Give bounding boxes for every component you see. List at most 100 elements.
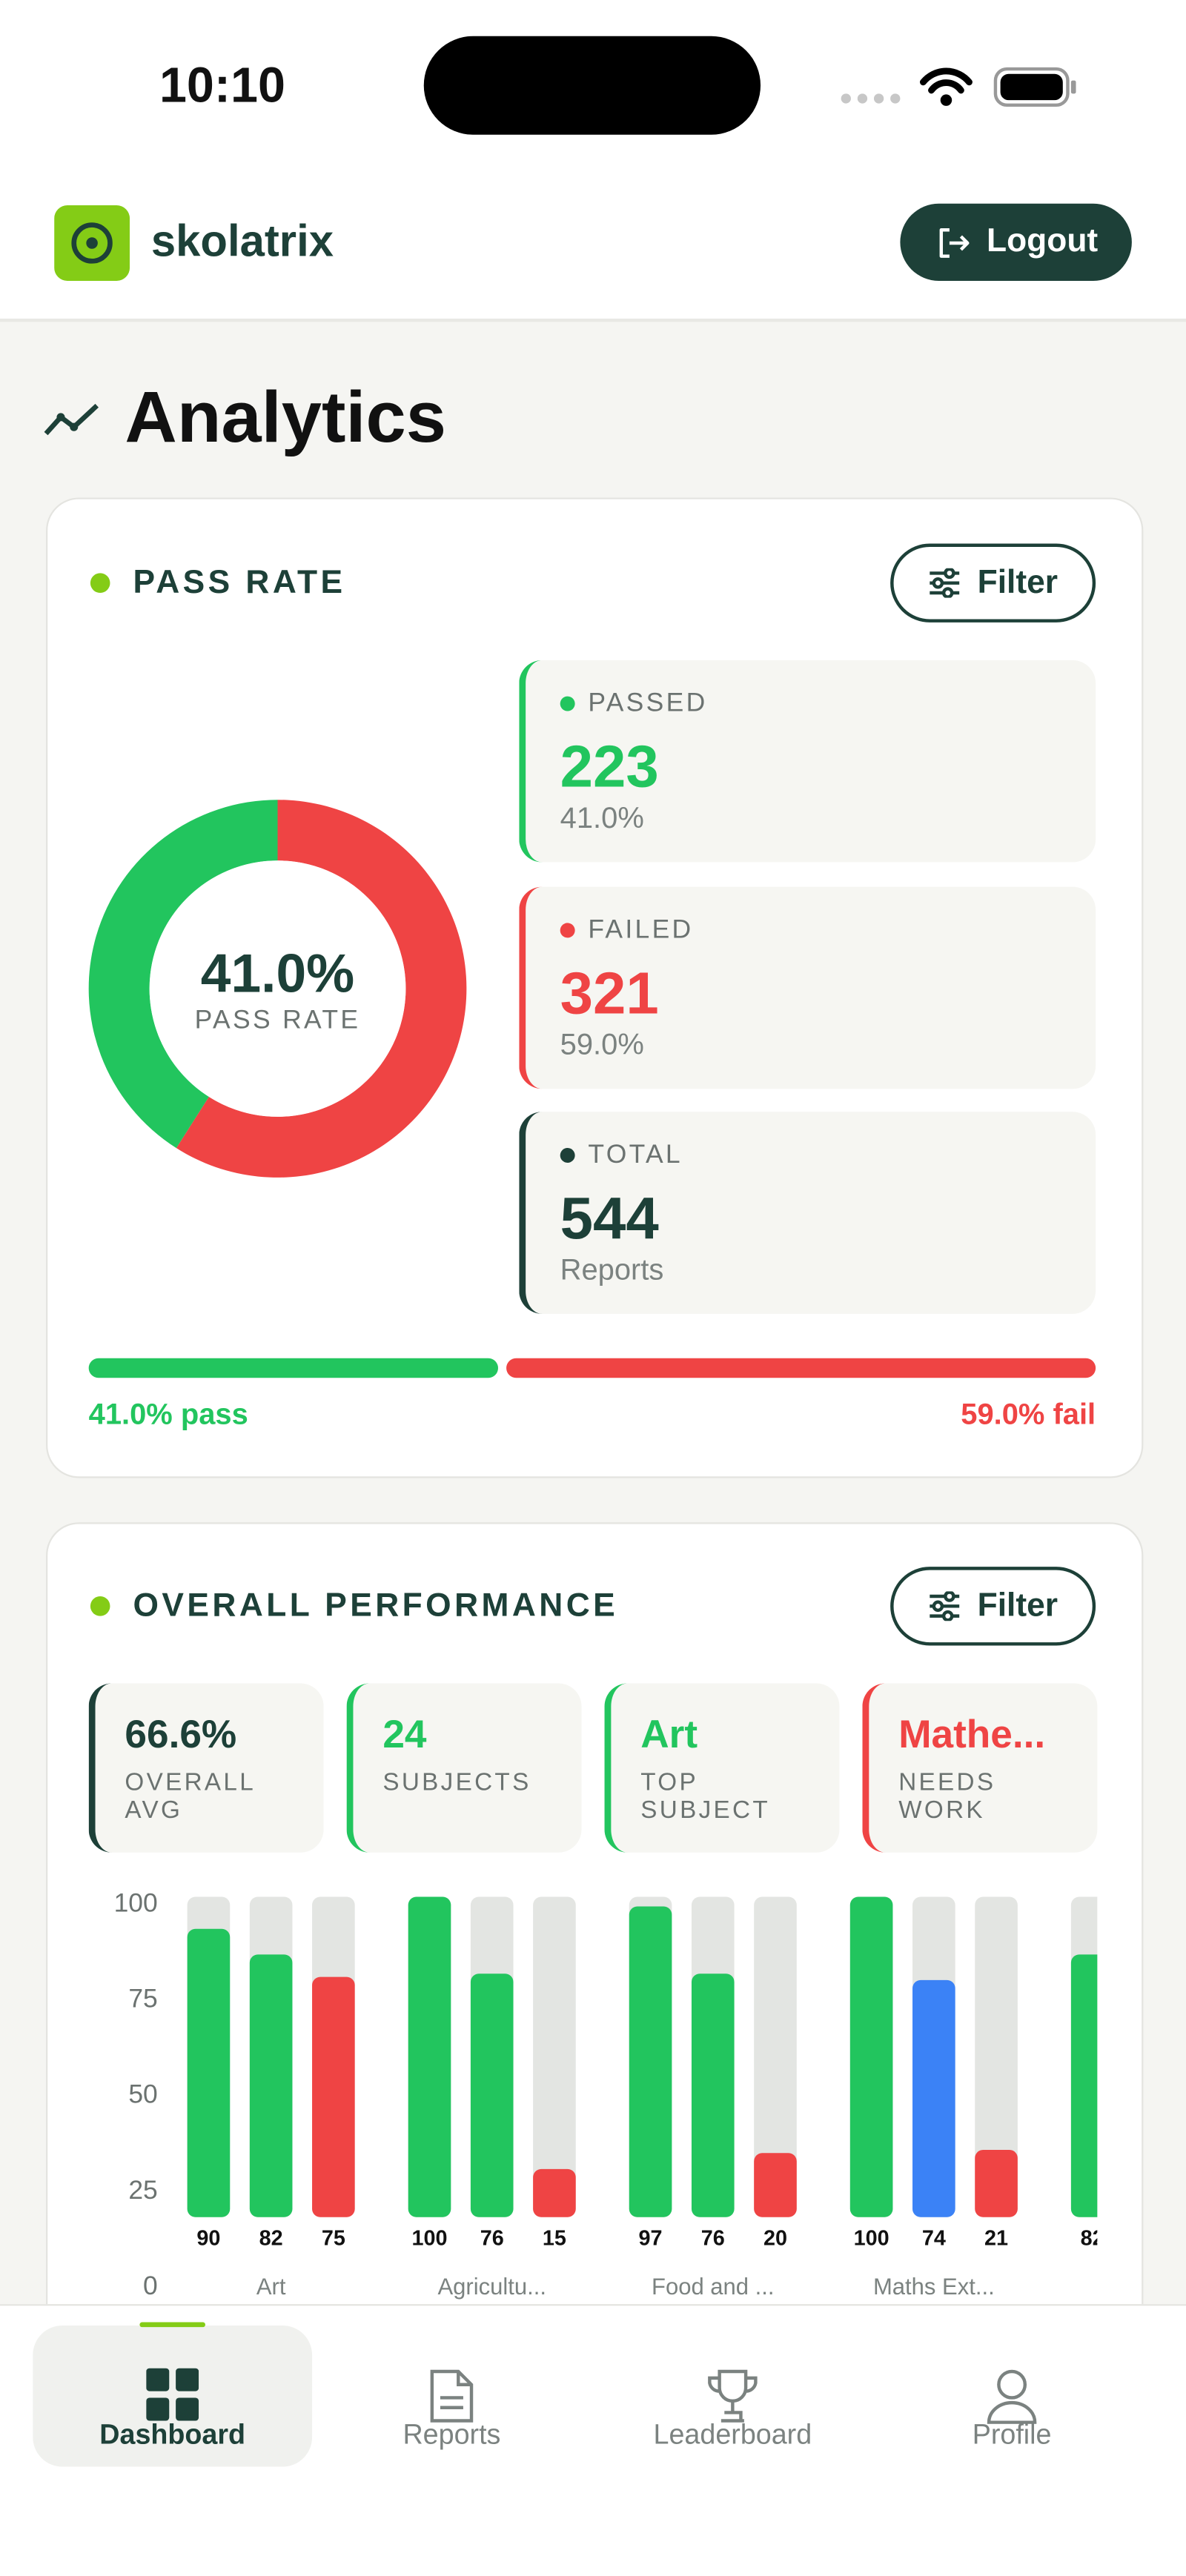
stat-box: FAILED 321 59.0% bbox=[519, 886, 1096, 1089]
bar-value-label: 74 bbox=[922, 2226, 946, 2250]
kpi-box: Mathe... NEEDS WORK bbox=[862, 1683, 1098, 1853]
filter-label: Filter bbox=[977, 1587, 1059, 1624]
bar bbox=[691, 1974, 735, 2217]
nav-label: Profile bbox=[972, 2419, 1052, 2451]
donut-segment bbox=[88, 800, 278, 1149]
kpi-value: Art bbox=[640, 1713, 698, 1758]
y-tick-label: 100 bbox=[114, 1888, 158, 1918]
bottom-nav: Dashboard Reports Leaderboard Profile bbox=[0, 2304, 1186, 2576]
bar bbox=[629, 1906, 672, 2217]
kpi-value: 24 bbox=[382, 1713, 427, 1758]
bar bbox=[408, 1896, 451, 2217]
stat-value: 544 bbox=[560, 1184, 659, 1252]
stat-label: PASSED bbox=[588, 689, 708, 718]
kpi-value: 66.6% bbox=[125, 1713, 237, 1758]
dashboard-icon bbox=[146, 2368, 199, 2421]
stat-value: 223 bbox=[560, 732, 659, 800]
bar-track bbox=[975, 1896, 1018, 2217]
y-tick-label: 25 bbox=[128, 2175, 157, 2205]
stat-box: TOTAL 544 Reports bbox=[519, 1112, 1096, 1314]
nav-label: Reports bbox=[402, 2419, 501, 2451]
stat-dot bbox=[560, 696, 575, 711]
logo bbox=[54, 205, 130, 281]
kpi-box: Art TOP SUBJECT bbox=[604, 1683, 840, 1853]
bar-value-label: 15 bbox=[543, 2226, 566, 2250]
x-category-label: Food and ... bbox=[652, 2274, 775, 2300]
status-icons bbox=[841, 67, 1076, 107]
kpi-label: OVERALL AVG bbox=[125, 1768, 255, 1825]
bar-value-label: 97 bbox=[639, 2226, 663, 2250]
nav-tab[interactable]: Leaderboard bbox=[593, 2326, 872, 2467]
fail-label: 59.0% fail bbox=[961, 1397, 1096, 1431]
logout-label: Logout bbox=[987, 223, 1099, 260]
nav-label: Dashboard bbox=[99, 2419, 246, 2451]
donut-hole bbox=[149, 860, 406, 1117]
stat-sub: Reports bbox=[560, 1252, 664, 1287]
bar-track bbox=[533, 1896, 576, 2217]
section-title: OVERALL PERFORMANCE bbox=[133, 1587, 619, 1624]
progress-pass bbox=[88, 1358, 498, 1378]
nav-tab[interactable]: Dashboard bbox=[33, 2322, 313, 2467]
bar bbox=[312, 1976, 355, 2217]
stat-label: TOTAL bbox=[588, 1141, 683, 1169]
bar-value-label: 75 bbox=[322, 2226, 345, 2250]
analytics-icon bbox=[44, 403, 99, 436]
bar bbox=[187, 1928, 231, 2217]
bar bbox=[533, 2168, 576, 2217]
bar-track bbox=[754, 1896, 797, 2217]
section-dot bbox=[90, 573, 110, 594]
bar-value-label: 21 bbox=[984, 2226, 1008, 2250]
nav-tab[interactable]: Reports bbox=[312, 2326, 592, 2467]
bar bbox=[912, 1979, 955, 2217]
filter-label: Filter bbox=[977, 564, 1059, 600]
pass-label: 41.0% pass bbox=[88, 1397, 248, 1431]
kpi-value: Mathe... bbox=[898, 1713, 1046, 1758]
bar-value-label: 100 bbox=[411, 2226, 447, 2250]
donut-center-label: PASS RATE bbox=[194, 1006, 361, 1035]
filter-icon bbox=[930, 1591, 960, 1621]
bar bbox=[975, 2149, 1018, 2217]
bar-value-label: 90 bbox=[196, 2226, 220, 2250]
bar-value-label: 76 bbox=[701, 2226, 725, 2250]
bar bbox=[470, 1974, 514, 2217]
x-category-label: Agricultu... bbox=[437, 2274, 546, 2300]
stat-value: 321 bbox=[560, 958, 659, 1026]
filter-button[interactable]: Filter bbox=[890, 1567, 1096, 1646]
bar-value-label: 82 bbox=[1081, 2226, 1104, 2250]
page-title: Analytics bbox=[125, 377, 446, 459]
x-category-label: Maths Ext... bbox=[873, 2274, 995, 2300]
logout-button[interactable]: Logout bbox=[900, 203, 1132, 281]
stat-box: PASSED 223 41.0% bbox=[519, 660, 1096, 863]
section-title: PASS RATE bbox=[133, 565, 346, 602]
filter-button[interactable]: Filter bbox=[890, 543, 1096, 623]
active-indicator bbox=[139, 2322, 206, 2328]
status-time: 10:10 bbox=[159, 59, 286, 113]
y-tick-label: 0 bbox=[143, 2271, 158, 2300]
donut-segment bbox=[176, 800, 467, 1178]
stat-sub: 59.0% bbox=[560, 1027, 644, 1060]
stat-label: FAILED bbox=[588, 915, 694, 944]
brand: skolatrix bbox=[150, 216, 334, 267]
profile-icon bbox=[987, 2369, 1037, 2424]
donut-center-value: 41.0% bbox=[200, 943, 355, 1004]
bar bbox=[849, 1896, 893, 2217]
kpi-label: TOP SUBJECT bbox=[640, 1768, 770, 1825]
stat-dot bbox=[560, 1148, 575, 1163]
reports-icon bbox=[430, 2369, 474, 2423]
bar bbox=[249, 1954, 293, 2217]
kpi-label: SUBJECTS bbox=[382, 1768, 531, 1797]
bar bbox=[1070, 1954, 1098, 2217]
logout-icon bbox=[938, 227, 969, 257]
kpi-box: 24 SUBJECTS bbox=[346, 1683, 582, 1853]
leaderboard-icon bbox=[708, 2369, 758, 2423]
section-dot bbox=[90, 1596, 110, 1616]
x-category-label: Art bbox=[256, 2274, 286, 2300]
bar-value-label: 82 bbox=[259, 2226, 283, 2250]
y-tick-label: 75 bbox=[128, 1984, 157, 2014]
bar-value-label: 76 bbox=[480, 2226, 504, 2250]
nav-tab[interactable]: Profile bbox=[872, 2326, 1152, 2467]
stat-sub: 41.0% bbox=[560, 801, 644, 834]
